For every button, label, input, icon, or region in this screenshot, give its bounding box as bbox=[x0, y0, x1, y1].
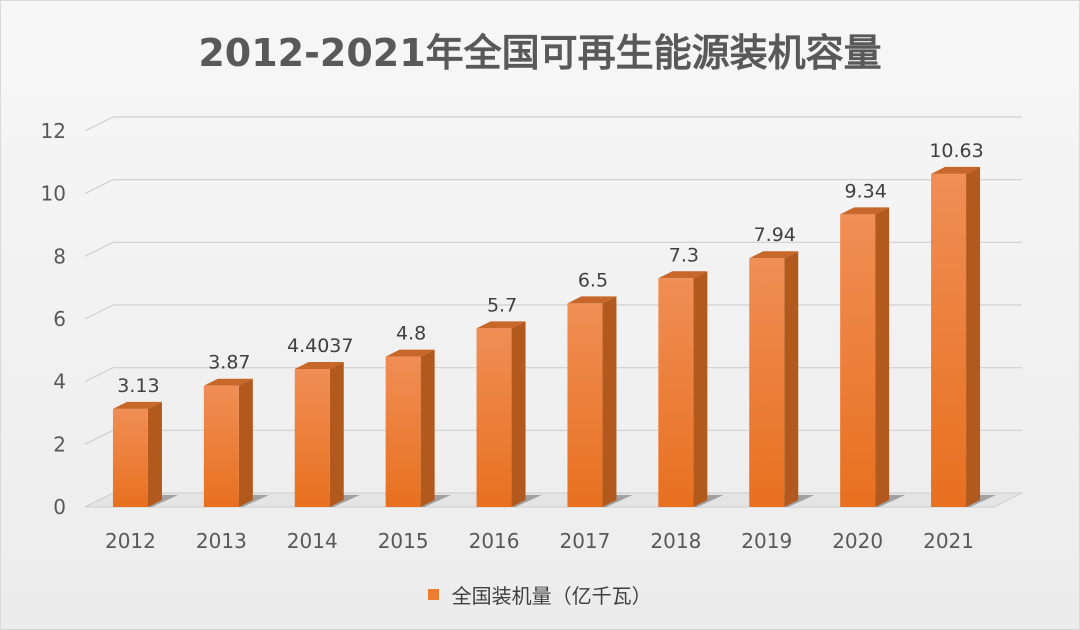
bar bbox=[385, 356, 421, 507]
x-tick-label: 2021 bbox=[923, 529, 974, 553]
y-tick-label: 4 bbox=[53, 370, 66, 394]
bar bbox=[294, 369, 330, 507]
data-label: 3.87 bbox=[208, 352, 250, 374]
data-label: 9.34 bbox=[844, 180, 886, 202]
bar bbox=[476, 328, 512, 507]
bar-top bbox=[203, 378, 253, 386]
bar-top bbox=[931, 166, 981, 174]
gridline-side bbox=[84, 367, 114, 383]
bar bbox=[567, 303, 603, 507]
bar-top bbox=[840, 207, 890, 215]
bar-top bbox=[567, 296, 617, 304]
gridline-side bbox=[84, 304, 114, 320]
data-label: 6.5 bbox=[578, 269, 608, 291]
legend-label: 全国装机量（亿千瓦） bbox=[451, 584, 652, 608]
bar-top bbox=[294, 362, 344, 370]
bar-top bbox=[749, 251, 799, 259]
y-tick-label: 0 bbox=[53, 495, 66, 519]
bar-side bbox=[238, 378, 253, 507]
x-tick-label: 2017 bbox=[559, 529, 610, 553]
data-label: 7.3 bbox=[669, 244, 699, 266]
data-label: 7.94 bbox=[754, 224, 796, 246]
gridline-side bbox=[84, 241, 114, 257]
x-tick-label: 2020 bbox=[832, 529, 883, 553]
bar-top bbox=[658, 271, 708, 279]
data-label: 10.63 bbox=[929, 140, 983, 162]
bar-side bbox=[420, 349, 435, 507]
bar-side bbox=[966, 166, 981, 507]
data-label: 4.4037 bbox=[287, 335, 353, 357]
y-tick-label: 8 bbox=[53, 244, 66, 268]
y-tick-label: 12 bbox=[41, 119, 66, 143]
legend-swatch bbox=[428, 589, 440, 600]
bar-side bbox=[784, 251, 799, 507]
data-label: 5.7 bbox=[487, 294, 517, 316]
y-tick-label: 6 bbox=[53, 307, 66, 331]
x-tick-label: 2019 bbox=[741, 529, 792, 553]
bar-side bbox=[875, 207, 890, 507]
bar-side bbox=[329, 362, 344, 507]
bar bbox=[112, 408, 148, 507]
gridline-side bbox=[84, 116, 114, 132]
bar bbox=[203, 385, 239, 507]
bar-side bbox=[602, 296, 617, 507]
x-tick-label: 2013 bbox=[196, 529, 247, 553]
bar-side bbox=[147, 401, 162, 507]
bar bbox=[840, 214, 876, 507]
bar-top bbox=[385, 349, 435, 357]
x-tick-label: 2012 bbox=[105, 529, 156, 553]
chart-title: 2012-2021年全国可再生能源装机容量 bbox=[198, 31, 882, 75]
x-tick-label: 2018 bbox=[650, 529, 701, 553]
bar bbox=[658, 278, 694, 507]
bar bbox=[931, 173, 967, 507]
bar-side bbox=[511, 321, 526, 507]
gridline-side bbox=[84, 429, 114, 445]
data-label: 4.8 bbox=[396, 323, 426, 345]
gridline-side bbox=[84, 179, 114, 195]
x-tick-label: 2016 bbox=[469, 529, 520, 553]
data-label: 3.13 bbox=[117, 375, 159, 397]
bar-top bbox=[112, 401, 162, 409]
y-tick-label: 10 bbox=[41, 182, 66, 206]
legend: 全国装机量（亿千瓦） bbox=[0, 580, 1080, 609]
bar-top bbox=[476, 321, 526, 329]
bar-side bbox=[693, 271, 708, 507]
bar bbox=[749, 258, 785, 507]
x-tick-label: 2014 bbox=[287, 529, 338, 553]
x-tick-label: 2015 bbox=[378, 529, 429, 553]
y-tick-label: 2 bbox=[53, 432, 66, 456]
